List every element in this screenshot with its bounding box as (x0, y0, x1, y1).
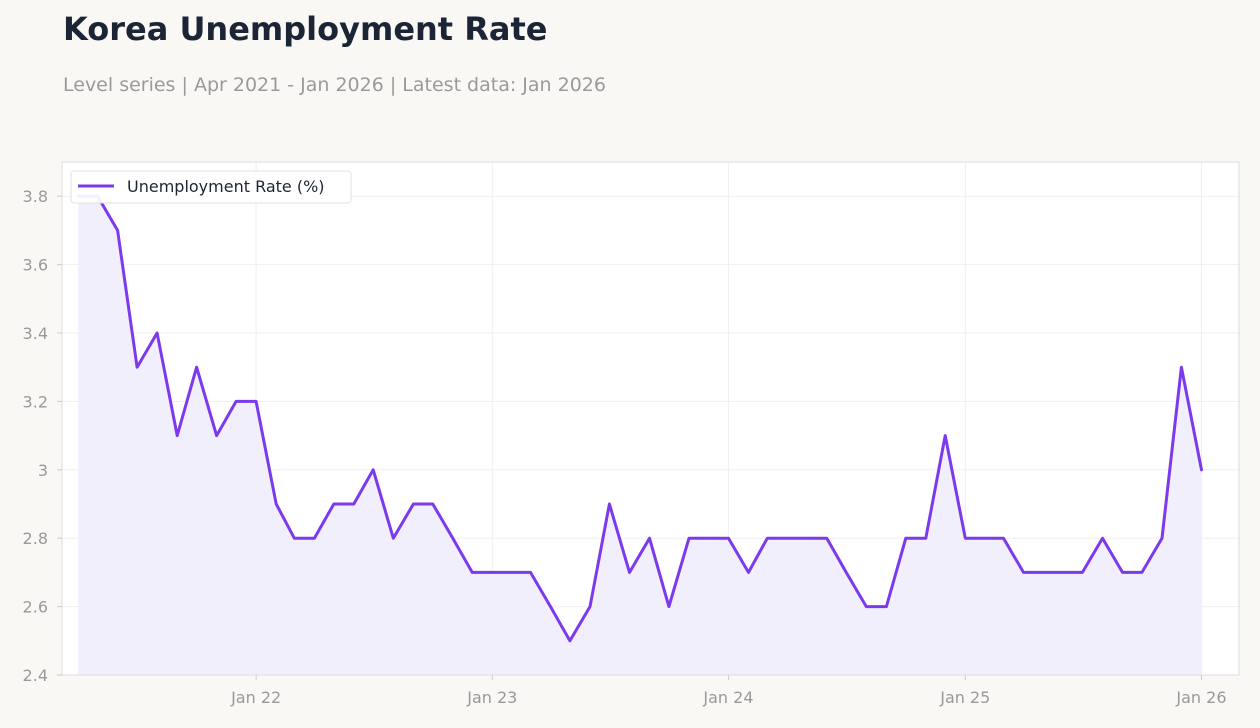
data-point-2025-03 (1002, 537, 1005, 540)
data-point-2023-07 (608, 503, 611, 506)
data-point-2023-08 (628, 571, 631, 574)
data-point-2021-08 (156, 332, 159, 335)
chart-title: Korea Unemployment Rate (63, 10, 548, 48)
data-point-2022-12 (471, 571, 474, 574)
area-fill (78, 196, 1202, 675)
chart-subtitle: Level series | Apr 2021 - Jan 2026 | Lat… (63, 74, 606, 96)
data-point-2021-06 (116, 229, 119, 232)
y-tick-label: 3.6 (23, 256, 48, 275)
data-point-2025-07 (1081, 571, 1084, 574)
data-point-2024-03 (766, 537, 769, 540)
data-point-2023-09 (648, 537, 651, 540)
y-tick-label: 3.8 (23, 187, 48, 206)
data-point-2025-06 (1062, 571, 1065, 574)
data-point-2023-10 (667, 605, 670, 608)
y-tick-label: 2.6 (23, 598, 48, 617)
data-point-2025-11 (1161, 537, 1164, 540)
data-point-2024-06 (825, 537, 828, 540)
legend-label: Unemployment Rate (%) (127, 177, 325, 196)
data-point-2025-09 (1121, 571, 1124, 574)
x-tick-label: Jan 25 (939, 688, 990, 707)
data-point-2024-11 (924, 537, 927, 540)
y-tick-label: 2.4 (23, 666, 48, 685)
data-point-2022-03 (293, 537, 296, 540)
data-point-2024-04 (786, 537, 789, 540)
data-point-2026-01 (1200, 468, 1203, 471)
data-point-2024-08 (865, 605, 868, 608)
data-point-2024-02 (747, 571, 750, 574)
data-point-2022-04 (313, 537, 316, 540)
data-point-2025-10 (1140, 571, 1143, 574)
data-point-2023-03 (529, 571, 532, 574)
legend: Unemployment Rate (%) (70, 170, 352, 204)
x-tick-label: Jan 23 (466, 688, 517, 707)
data-point-2024-05 (805, 537, 808, 540)
data-point-2024-12 (944, 434, 947, 437)
data-point-2025-02 (984, 537, 987, 540)
x-tick-label: Jan 22 (230, 688, 281, 707)
data-point-2023-11 (688, 537, 691, 540)
data-point-2024-09 (885, 605, 888, 608)
data-point-2023-12 (707, 537, 710, 540)
legend-box (70, 170, 352, 204)
data-point-2022-06 (352, 503, 355, 506)
data-point-2021-07 (136, 366, 139, 369)
data-point-2023-04 (549, 605, 552, 608)
data-point-2021-12 (235, 400, 238, 403)
data-point-2022-05 (332, 503, 335, 506)
plot-border (61, 161, 1240, 676)
data-point-2023-05 (568, 639, 571, 642)
data-point-2025-04 (1022, 571, 1025, 574)
y-tick-label: 3.2 (23, 392, 48, 411)
data-point-2025-08 (1101, 537, 1104, 540)
data-point-2022-01 (255, 400, 258, 403)
data-point-2021-10 (195, 366, 198, 369)
data-point-2024-01 (727, 537, 730, 540)
data-point-2024-10 (904, 537, 907, 540)
series-line-unemployment-rate (76, 194, 1203, 643)
data-point-2022-10 (431, 503, 434, 506)
data-point-2022-07 (372, 468, 375, 471)
y-tick-label: 3.4 (23, 324, 48, 343)
x-tick-label: Jan 24 (702, 688, 753, 707)
data-point-2023-01 (491, 571, 494, 574)
data-point-2021-09 (176, 434, 179, 437)
data-point-2022-08 (392, 537, 395, 540)
x-axis: Jan 22 Jan 23 Jan 24 Jan 25 Jan 26 (230, 675, 1227, 707)
data-point-2022-09 (412, 503, 415, 506)
data-point-2024-07 (845, 571, 848, 574)
data-point-2025-12 (1180, 366, 1183, 369)
y-tick-label: 3 (38, 461, 48, 480)
x-tick-label: Jan 26 (1175, 688, 1226, 707)
y-tick-label: 2.8 (23, 529, 48, 548)
y-axis: 2.4 2.6 2.8 3 3.2 3.4 3.6 3.8 (23, 187, 62, 685)
data-point-2025-01 (964, 537, 967, 540)
data-point-2025-05 (1041, 571, 1044, 574)
data-point-2021-11 (215, 434, 218, 437)
data-point-2023-06 (589, 605, 592, 608)
data-point-2022-02 (275, 503, 278, 506)
data-point-2023-02 (511, 571, 514, 574)
data-point-2022-11 (451, 537, 454, 540)
